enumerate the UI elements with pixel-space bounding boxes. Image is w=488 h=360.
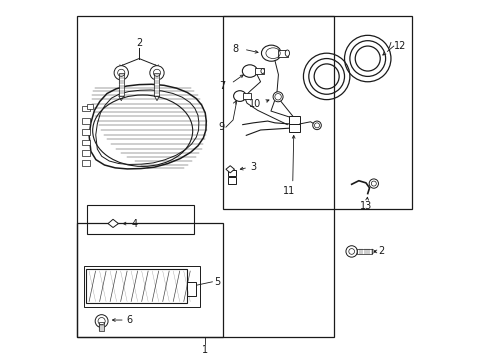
Text: 5: 5 [214,277,220,287]
Bar [255,68,264,74]
Bar [154,73,159,96]
Bar [82,118,90,124]
Text: 8: 8 [232,44,238,54]
Bar [82,106,90,111]
Bar [86,104,93,109]
Text: 10: 10 [249,99,261,109]
Text: 13: 13 [359,201,371,211]
Text: 2: 2 [378,247,384,256]
Circle shape [312,121,321,130]
Ellipse shape [285,50,289,57]
Ellipse shape [261,45,281,61]
Text: 9: 9 [218,122,224,132]
Bar [243,93,250,99]
Bar [288,116,299,124]
Text: 12: 12 [393,41,406,51]
Bar [77,223,223,337]
Bar [223,16,411,208]
Bar [77,16,333,337]
Bar [83,266,200,307]
Ellipse shape [242,65,257,77]
Text: 3: 3 [249,162,255,172]
Circle shape [149,66,164,80]
Circle shape [368,179,378,188]
Polygon shape [108,219,118,228]
Bar [82,129,90,135]
Bar [82,140,90,145]
Bar [278,50,288,57]
Circle shape [345,246,357,257]
Bar [288,124,299,132]
Circle shape [114,66,128,80]
Bar [228,170,236,176]
Polygon shape [225,166,234,173]
Ellipse shape [261,68,264,73]
Bar [82,150,90,156]
Text: 1: 1 [202,345,208,355]
Ellipse shape [272,92,283,102]
Bar [119,73,123,96]
Bar [99,322,103,331]
Bar [87,205,194,234]
Text: 4: 4 [132,219,138,229]
Circle shape [95,315,108,328]
Polygon shape [89,84,206,169]
Text: 7: 7 [219,81,225,91]
Bar [357,249,372,253]
Text: 2: 2 [136,38,142,48]
Bar [85,269,187,303]
Bar [82,160,90,166]
Bar [228,177,236,184]
Text: 6: 6 [125,315,132,325]
Text: 11: 11 [283,186,295,197]
Bar [187,282,196,296]
Ellipse shape [233,91,245,102]
